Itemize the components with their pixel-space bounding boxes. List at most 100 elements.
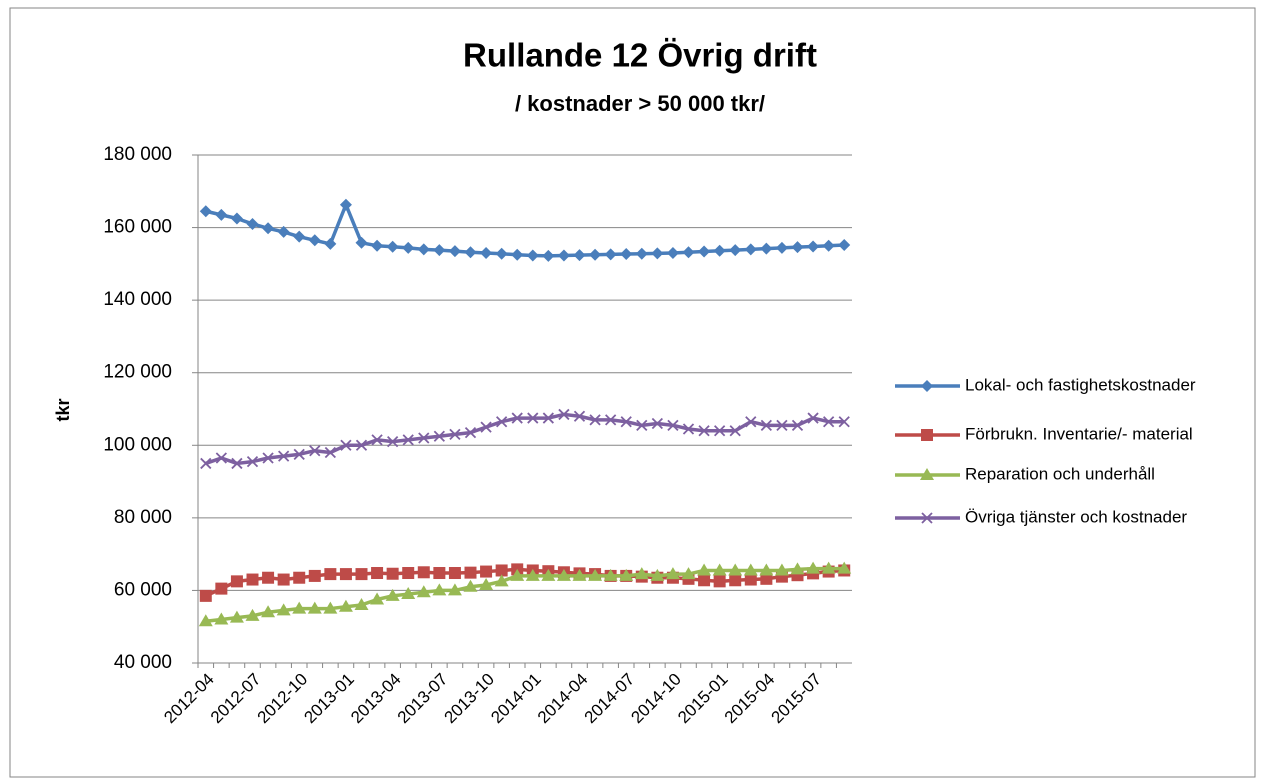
data-point [371, 567, 384, 580]
data-point [604, 248, 617, 261]
data-point [713, 575, 726, 588]
data-point [665, 567, 680, 580]
data-point [215, 452, 227, 464]
data-point [838, 416, 850, 428]
data-point [277, 225, 290, 238]
data-point [276, 603, 291, 616]
data-point [495, 564, 508, 577]
data-point [588, 568, 603, 581]
data-point [698, 425, 710, 437]
y-axis-label: tkr [53, 398, 73, 421]
data-point [573, 249, 586, 262]
legend-entry: Lokal- och fastighetskostnader [895, 375, 1196, 394]
chart-subtitle: / kostnader > 50 000 tkr/ [515, 91, 765, 116]
data-point [558, 408, 570, 421]
data-point [619, 568, 634, 581]
data-point [229, 610, 244, 623]
data-point [650, 568, 665, 581]
data-point [774, 563, 789, 576]
legend-marker [921, 512, 933, 524]
data-point [293, 448, 305, 460]
data-point [807, 412, 819, 424]
data-point [417, 243, 430, 256]
data-point [308, 234, 321, 247]
data-point [262, 571, 275, 584]
y-tick-label: 160 000 [103, 217, 172, 238]
data-point [745, 416, 757, 428]
data-point [339, 198, 352, 211]
data-point [712, 563, 727, 576]
data-point [729, 425, 741, 437]
data-point [464, 426, 477, 439]
legend-label: Övriga tjänster och kostnader [965, 507, 1187, 526]
data-point [760, 572, 773, 585]
data-point [651, 417, 663, 430]
data-point [402, 567, 415, 580]
data-point [323, 601, 338, 614]
data-point [791, 419, 804, 431]
legend-marker [920, 468, 934, 480]
data-point [790, 562, 805, 575]
data-point [464, 566, 477, 579]
data-point [198, 614, 213, 627]
y-tick-label: 120 000 [103, 362, 172, 383]
data-point [338, 599, 353, 612]
data-point [215, 582, 228, 595]
data-point [278, 450, 290, 462]
data-point [402, 241, 415, 254]
data-point [449, 428, 461, 441]
data-point [387, 436, 399, 448]
data-point [620, 416, 632, 428]
data-point [494, 574, 509, 587]
data-point [744, 573, 757, 586]
data-point [261, 605, 276, 618]
data-point [199, 205, 212, 218]
data-point [354, 597, 369, 610]
data-point [262, 452, 274, 464]
data-point [744, 243, 757, 256]
legend-marker [921, 429, 933, 441]
data-point [231, 457, 243, 470]
data-point [838, 238, 851, 251]
data-point [557, 249, 570, 262]
data-point [823, 416, 835, 428]
legend-label: Lokal- och fastighetskostnader [965, 375, 1196, 394]
data-point [433, 567, 446, 580]
data-point [480, 421, 492, 433]
data-point [246, 455, 259, 468]
data-point [308, 569, 321, 582]
data-point [713, 244, 726, 257]
data-point [293, 571, 306, 584]
chart-title: Rullande 12 Övrig drift [463, 37, 817, 74]
data-point [573, 410, 586, 422]
data-point [605, 414, 617, 426]
data-point [681, 567, 696, 580]
data-point [775, 241, 788, 254]
data-point [728, 563, 743, 576]
data-point [589, 414, 601, 426]
data-point [355, 236, 368, 249]
data-point [495, 247, 508, 260]
data-point [386, 567, 399, 580]
data-point [309, 445, 321, 457]
data-point [729, 244, 742, 257]
data-point [698, 574, 711, 587]
data-point [433, 244, 446, 257]
y-tick-label: 100 000 [103, 434, 172, 455]
data-point [230, 575, 243, 588]
data-point [541, 568, 556, 581]
legend-label: Förbrukn. Inventarie/- material [965, 424, 1193, 443]
data-point [433, 430, 445, 442]
data-point [821, 561, 836, 574]
data-point [246, 217, 259, 230]
data-point [667, 419, 679, 431]
data-point [355, 439, 368, 451]
data-point [620, 248, 633, 261]
data-point [807, 240, 820, 253]
data-point [496, 416, 508, 428]
data-point [479, 577, 494, 590]
data-point [635, 247, 648, 260]
data-point [463, 579, 478, 592]
data-point [324, 237, 337, 250]
data-point [402, 434, 414, 446]
